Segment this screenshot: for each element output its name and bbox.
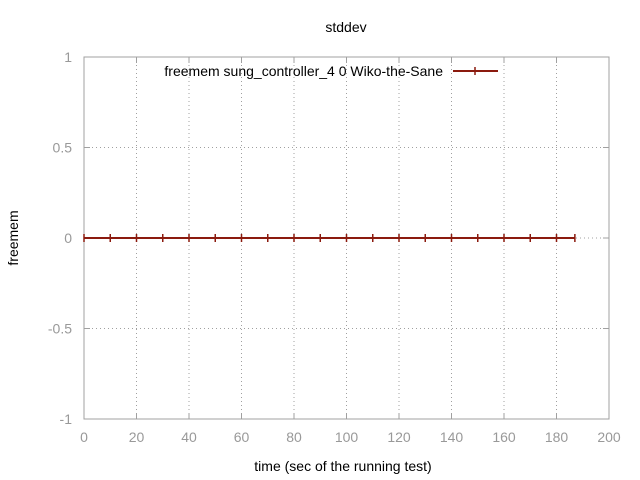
x-tick-label: 40	[181, 429, 197, 445]
y-tick-label: -0.5	[48, 321, 72, 337]
x-tick-label: 80	[286, 429, 302, 445]
x-tick-label: 120	[387, 429, 411, 445]
x-axis-label: time (sec of the running test)	[254, 458, 431, 474]
tick-labels: 0 20 40 60 80 100 120 140 160 180 200 1 0.5 0 -0.5 -1	[48, 49, 621, 445]
x-tick-label: 100	[335, 429, 359, 445]
legend: freemem sung_controller_4 0 Wiko-the-San…	[164, 63, 498, 79]
y-tick-label: -1	[60, 411, 73, 427]
y-axis-label: freemem	[5, 210, 21, 265]
x-tick-label: 200	[597, 429, 621, 445]
x-tick-label: 20	[129, 429, 145, 445]
legend-label: freemem sung_controller_4 0 Wiko-the-San…	[164, 63, 443, 79]
x-tick-label: 60	[234, 429, 250, 445]
x-tick-label: 140	[440, 429, 464, 445]
y-tick-label: 1	[64, 49, 72, 65]
chart-title: stddev	[325, 19, 366, 35]
legend-sample	[453, 67, 498, 75]
series-layer	[83, 234, 576, 242]
y-tick-label: 0.5	[53, 140, 73, 156]
y-tick-label: 0	[64, 230, 72, 246]
x-tick-label: 0	[80, 429, 88, 445]
x-tick-label: 180	[545, 429, 569, 445]
x-tick-label: 160	[492, 429, 516, 445]
tick-marks	[83, 56, 610, 420]
